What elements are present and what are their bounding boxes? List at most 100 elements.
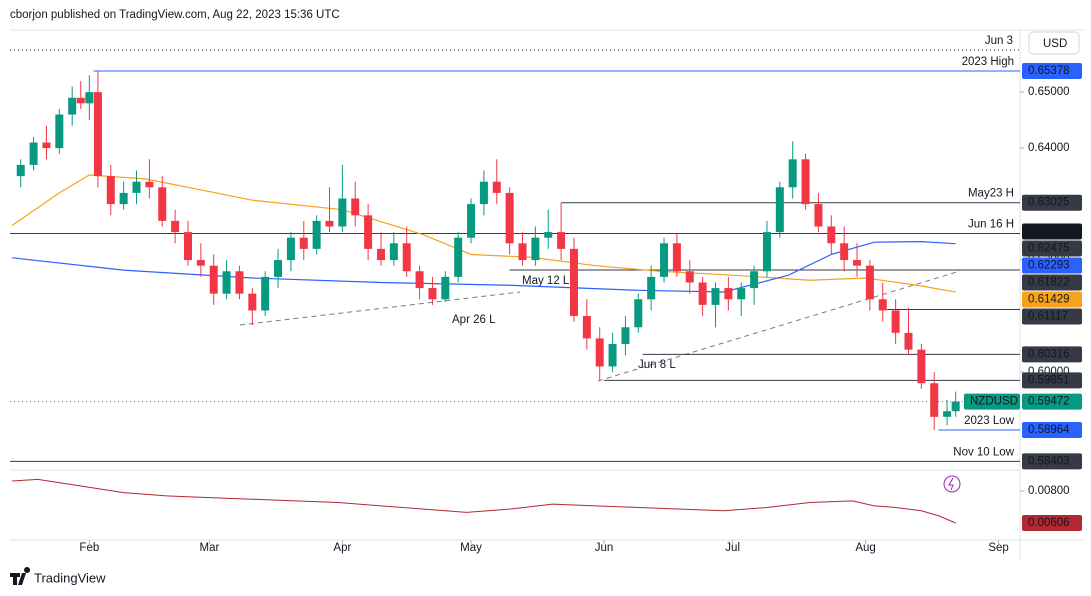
candle-body [248,293,257,311]
trendline [597,270,961,382]
candle-body [647,276,656,300]
price-badge [1022,223,1082,240]
candle-body [569,248,578,317]
candle-body [145,181,154,188]
top-label: Jun 3 [985,35,1013,47]
logo [10,567,31,585]
candle-body [814,204,823,227]
candle-body [531,237,540,261]
currency-button[interactable] [1028,31,1080,55]
x-tick-label: Sep [988,542,1008,554]
price-badge [1022,346,1082,363]
annotation: May 12 L [522,275,570,287]
candle-body [376,248,385,261]
price-badge-label: 0.61822 [1028,277,1070,289]
x-tick-label: Apr [333,542,351,554]
price-badge [1022,257,1082,274]
candle-body [158,187,167,221]
price-badge-label: 0.63025 [1028,197,1070,209]
candle-body [595,338,604,367]
candle-body [943,411,952,417]
candle-body [364,215,373,249]
candle-body [634,299,643,328]
candle-body [801,159,810,205]
candle-body [55,114,64,149]
annotation: Jun 8 L [638,359,676,371]
candle-body [85,92,94,104]
candle-body [582,316,591,339]
level-label: May23 H [968,188,1014,200]
candle-body [917,349,926,384]
price-badge-label: 0.61117 [1028,311,1068,323]
price-badge-label: 0.59851 [1028,374,1070,386]
candle-body [518,243,527,261]
x-tick-label: Aug [855,542,875,554]
annotation: Apr 26 L [452,314,496,326]
price-badge-label: 0.60316 [1028,348,1070,360]
candle-body [29,142,38,165]
footer: TradingView [34,570,106,585]
candle-body [16,164,25,177]
candle-body [235,271,244,294]
candle-body [299,237,308,249]
candle-body [106,176,115,205]
price-badge [1022,194,1082,211]
candle-body [183,232,192,261]
price-badge [1022,274,1082,291]
candle-body [441,276,450,300]
y-tick-label: 0.64000 [1028,142,1070,154]
candle-body [878,299,887,311]
candle-body [492,181,501,193]
price-badge [1022,62,1082,79]
moving-average [12,241,956,293]
candle-body [827,226,836,244]
currency: USD [1043,38,1067,50]
candle-body [312,220,321,249]
x-tick-label: Jul [725,542,740,554]
x-tick-label: Feb [79,542,99,554]
x-tick-label: Jun [595,542,614,554]
candle-body [737,288,746,300]
price-badge-label: 0.59472 [1028,396,1070,408]
candle-body [274,260,283,277]
y-tick-label: 0.00800 [1028,485,1070,497]
price-badge-label: 0.61429 [1028,294,1070,306]
candle-body [724,288,733,300]
candle-body [42,142,51,149]
event-icon [948,477,954,491]
x-tick-label: Mar [200,542,220,554]
candle-body [402,243,411,272]
candle-body [891,310,900,333]
price-badge [1022,291,1082,308]
price-badge-label: 0.65378 [1028,65,1070,77]
candle-body [196,260,205,266]
candle-body [762,232,771,272]
trendline [239,291,521,326]
indicator-line [12,478,956,524]
event-icon[interactable] [943,475,961,493]
candle-body [415,271,424,289]
candle-body [660,243,669,277]
candle-body [904,332,913,350]
candle-body [698,282,707,305]
candle-body [76,97,85,104]
candle-body [711,288,720,305]
price-badge [1022,372,1082,389]
candle-body [351,198,360,216]
candle-body [209,265,218,294]
level-label: Jun 16 H [968,219,1014,231]
candle-body [454,237,463,277]
indicator-badge-label: 0.00606 [1028,517,1070,529]
candle-body [685,271,694,283]
price-badge-label: 0.62510 [1028,226,1070,238]
candle-body [608,344,617,367]
symbol-badge [964,393,1020,410]
price-badge-label: 0.62475 [1028,243,1070,255]
price-badge [1022,240,1082,257]
candle-body [93,92,102,177]
level-label: 2023 Low [964,415,1015,427]
candle-body [428,288,437,300]
candle-body [788,159,797,188]
candle-body [775,187,784,233]
